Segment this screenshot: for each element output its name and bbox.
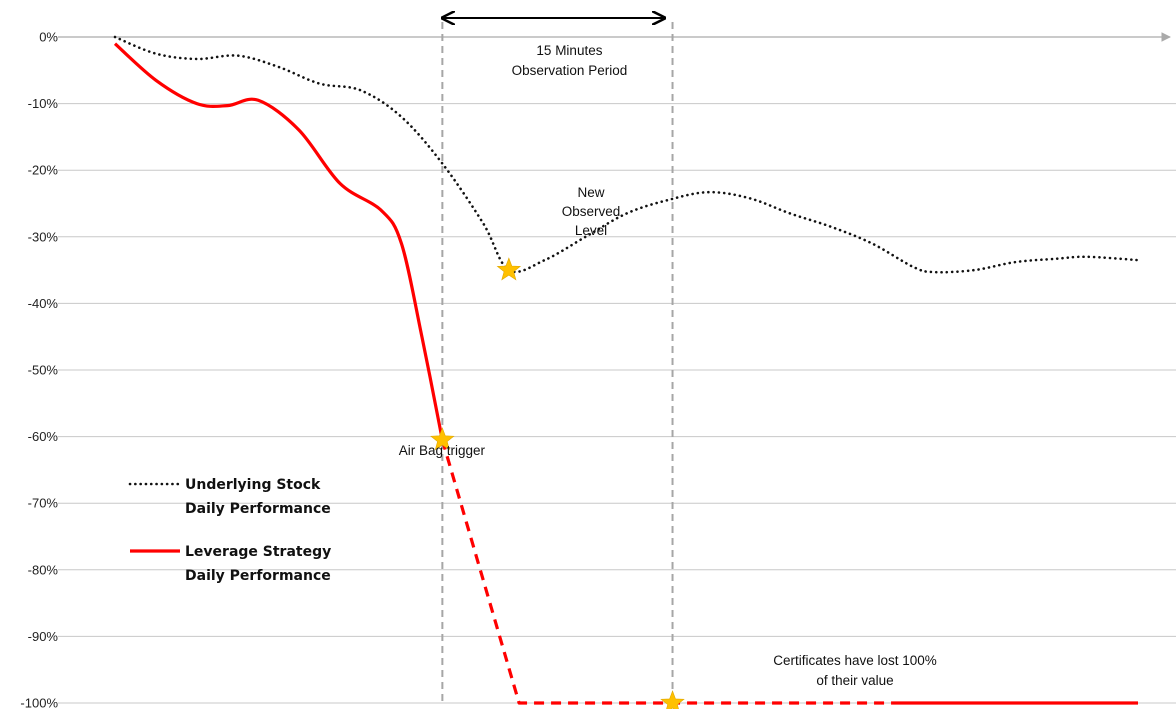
legend-entry: Daily Performance [185, 568, 331, 584]
leverage-strategy-line [113, 42, 444, 441]
legend-entry: Daily Performance [185, 501, 331, 517]
legend-entry: Underlying Stock [185, 477, 321, 493]
star-marker-icon [496, 257, 522, 281]
y-axis-ticks: 0% -10% -20% -30% -40% -50% -60% -70% -80% -90% -1… [20, 30, 58, 709]
y-tick-label: -40% [28, 296, 59, 311]
legend-entry: Leverage Strategy [185, 544, 331, 560]
certificates-lost-label: Certificates have lost 100% [773, 653, 937, 668]
annotations: 15 Minutes Observation Period New Observed L… [399, 18, 937, 688]
star-markers [430, 257, 685, 709]
legend: Underlying Stock Daily Performance Leverag… [128, 477, 331, 584]
certificates-lost-label: of their value [816, 673, 893, 688]
y-tick-label: -60% [28, 429, 59, 444]
y-tick-label: 0% [39, 30, 58, 45]
air-bag-trigger-label: Air Bag trigger [399, 443, 486, 458]
underlying-stock-line [113, 35, 1140, 274]
y-tick-label: -20% [28, 163, 59, 178]
new-observed-level-label: Observed [562, 204, 621, 219]
y-tick-label: -100% [20, 696, 58, 709]
new-observed-level-label: New [577, 185, 604, 200]
y-tick-label: -80% [28, 562, 59, 577]
observation-markers [441, 22, 674, 705]
star-marker-icon [430, 427, 455, 451]
new-observed-level-label: Level [575, 223, 607, 238]
star-marker-icon [660, 690, 685, 709]
plot-area [113, 35, 1140, 705]
y-tick-label: -70% [28, 496, 59, 511]
y-tick-label: -30% [28, 229, 59, 244]
observation-period-label: Observation Period [512, 63, 628, 78]
observation-period-label: 15 Minutes [536, 43, 602, 58]
y-tick-label: -10% [28, 96, 59, 111]
leverage-strategy-dashed-line [440, 439, 893, 705]
grid [58, 32, 1176, 704]
y-tick-label: -90% [28, 629, 59, 644]
y-tick-label: -50% [28, 363, 59, 378]
